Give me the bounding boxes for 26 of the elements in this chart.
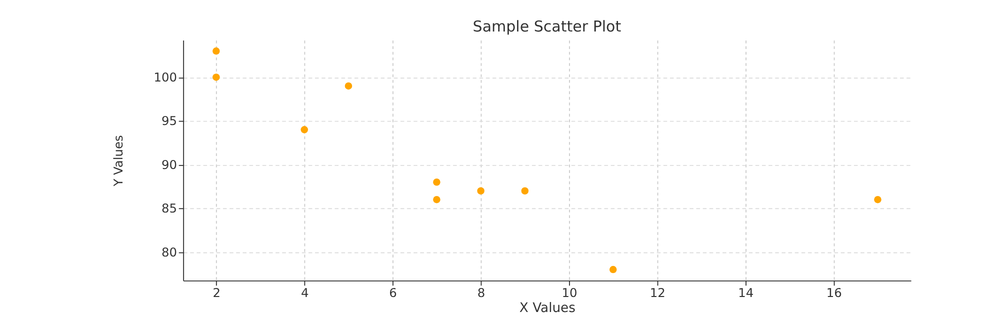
y-tick-label: 85 — [161, 202, 177, 216]
x-tick-label: 10 — [562, 286, 578, 300]
point — [433, 178, 440, 186]
y-tick-label: 95 — [161, 114, 177, 128]
x-tick-label: 2 — [212, 286, 221, 300]
point — [212, 74, 220, 81]
y-tick-label: 90 — [161, 158, 177, 172]
chart-title: Sample Scatter Plot — [472, 18, 622, 36]
point — [433, 196, 440, 204]
point — [521, 187, 529, 194]
x-tick-label: 12 — [650, 286, 666, 300]
point — [300, 126, 308, 134]
y-tick-label: 80 — [161, 245, 177, 260]
point — [874, 196, 882, 204]
y-tick-label: 100 — [154, 70, 177, 84]
x-tick-label: 16 — [826, 286, 842, 300]
y-axis-title: Y Values — [112, 135, 126, 188]
x-tick-label: 4 — [300, 286, 309, 300]
point — [212, 47, 220, 55]
point — [609, 266, 617, 274]
point — [477, 187, 484, 194]
x-axis-title: X Values — [519, 300, 576, 316]
x-tick-label: 6 — [389, 286, 397, 300]
x-tick-label: 8 — [477, 286, 486, 300]
x-tick-label: 14 — [738, 286, 754, 300]
point — [344, 82, 352, 90]
